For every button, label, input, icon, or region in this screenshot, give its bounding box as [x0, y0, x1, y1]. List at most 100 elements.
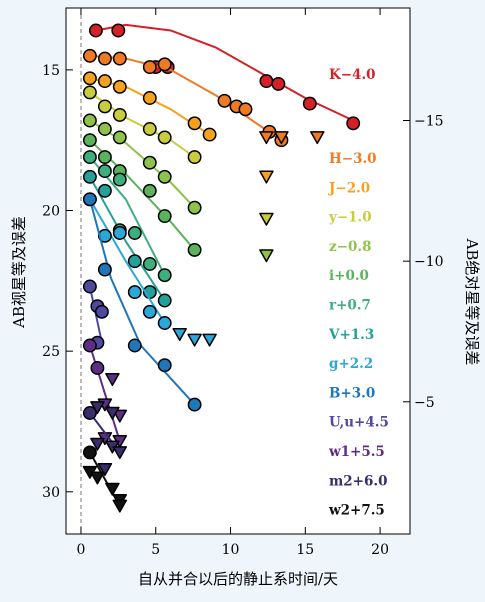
data-point: [142, 257, 157, 271]
series-1: [82, 48, 325, 148]
data-point: [112, 79, 127, 94]
data-point: [88, 23, 103, 38]
y2-tick-label: −15: [414, 114, 444, 130]
legend-entry: z−0.8: [329, 239, 371, 255]
data-point: [187, 116, 202, 131]
series-curve: [88, 198, 196, 406]
data-point: [157, 209, 172, 224]
legend-entry: K−4.0: [329, 67, 376, 83]
upper-limit-marker: [187, 333, 202, 347]
data-point: [82, 169, 97, 184]
data-point: [94, 304, 109, 319]
upper-limit-marker: [112, 409, 128, 423]
data-point: [82, 71, 97, 86]
data-point: [97, 164, 112, 179]
data-point: [90, 361, 105, 375]
data-point: [142, 91, 157, 105]
data-point: [217, 93, 232, 108]
upper-limit-marker: [105, 482, 120, 496]
data-point: [127, 338, 142, 353]
data-point: [127, 285, 142, 300]
data-point: [82, 85, 97, 100]
series-curve: [88, 344, 121, 443]
data-point: [157, 130, 172, 145]
legend-entry: U,u+4.5: [329, 415, 389, 431]
upper-limit-marker: [259, 212, 274, 226]
data-point: [112, 226, 127, 240]
data-point: [82, 150, 97, 165]
x-tick-label: 5: [151, 542, 160, 558]
legend-entry: w2+7.5: [328, 503, 385, 519]
data-point: [238, 102, 253, 117]
upper-limit-marker: [172, 328, 187, 342]
data-point: [157, 316, 172, 330]
data-point: [142, 183, 157, 198]
series-layer: [82, 23, 361, 513]
y-axis-label: AB视星等及误差: [10, 216, 28, 329]
legend-entry: i+0.0: [329, 268, 369, 284]
series-9: [82, 192, 202, 412]
upper-limit-marker: [97, 463, 113, 477]
legend-entry: B+3.0: [329, 385, 375, 401]
series-curve: [88, 198, 166, 324]
upper-limit-marker: [310, 131, 325, 145]
legend: K−4.0 H−3.0 J−2.0 y−1.0 z−0.8 i+0.0 r+0.7 V+1.3…: [328, 67, 389, 519]
data-point: [127, 226, 142, 240]
legend-entry: g+2.2: [329, 356, 373, 372]
x-tick-label: 0: [76, 542, 85, 558]
data-point: [157, 293, 172, 308]
data-point: [97, 122, 112, 136]
data-point: [82, 445, 97, 460]
data-point: [142, 60, 157, 75]
legend-entry: H−3.0: [329, 151, 377, 167]
upper-limit-marker: [90, 471, 105, 485]
upper-limit-marker: [112, 446, 128, 460]
y2-axis-label: AB绝对星等及误差: [463, 238, 481, 366]
upper-limit-marker: [259, 249, 274, 263]
data-point: [97, 74, 112, 89]
data-point: [112, 51, 127, 66]
data-point: [157, 169, 172, 184]
legend-entry: V+1.3: [328, 327, 374, 343]
legend-entry: y−1.0: [328, 210, 372, 226]
y2-tick-label: −5: [414, 395, 435, 411]
data-point: [187, 200, 202, 215]
upper-limit-marker: [274, 131, 289, 145]
series-2: [82, 71, 274, 184]
data-point: [82, 406, 97, 420]
data-point: [157, 57, 172, 72]
upper-limit-marker: [90, 401, 105, 415]
x-tick-label: 20: [371, 542, 389, 558]
data-point: [142, 155, 157, 170]
data-point: [259, 74, 274, 89]
series-13: [82, 445, 128, 513]
data-point: [142, 122, 157, 136]
series-4: [82, 113, 274, 263]
x-tick-label: 10: [222, 542, 240, 558]
data-point: [187, 242, 202, 257]
x-tick-label: 15: [296, 542, 314, 558]
data-point: [82, 338, 97, 353]
data-point: [82, 113, 97, 128]
series-11: [82, 338, 128, 448]
data-point: [97, 51, 112, 66]
legend-entry: r+0.7: [329, 298, 371, 314]
data-point: [82, 133, 97, 148]
data-point: [97, 150, 112, 165]
legend-entry: m2+6.0: [329, 473, 387, 489]
upper-limit-marker: [90, 437, 105, 451]
data-point: [187, 150, 202, 165]
data-point: [112, 107, 127, 122]
data-point: [271, 76, 286, 91]
data-point: [112, 130, 127, 145]
x-axis-label: 自从并合以后的静止系时间/天: [138, 570, 338, 588]
data-point: [187, 397, 202, 412]
upper-limit-marker: [112, 499, 128, 513]
y2-tick-label: −10: [414, 254, 444, 270]
data-point: [346, 116, 361, 131]
data-point: [82, 48, 97, 63]
series-3: [82, 85, 274, 226]
data-point: [82, 192, 97, 207]
axis-layer: 0 5 10 15 20 15 20 25 30 −15 −10 −5: [42, 8, 444, 558]
